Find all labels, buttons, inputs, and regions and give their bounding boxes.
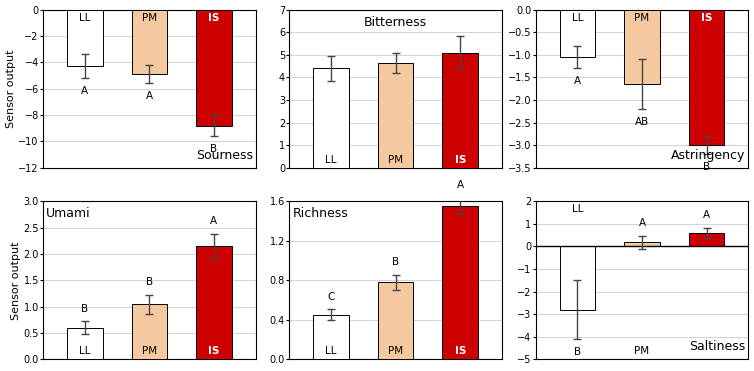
Bar [559, 246, 595, 310]
Text: LL: LL [326, 155, 337, 165]
Text: Umami: Umami [46, 207, 90, 220]
Bar [196, 10, 231, 126]
Text: LL: LL [79, 346, 90, 356]
Text: B: B [81, 303, 88, 313]
Text: IS: IS [455, 346, 466, 356]
Text: IS: IS [700, 346, 713, 356]
Text: Sourness: Sourness [196, 148, 253, 161]
Text: Richness: Richness [293, 207, 348, 220]
Bar [688, 233, 725, 246]
Text: Bitterness: Bitterness [364, 16, 428, 29]
Bar [624, 242, 660, 246]
Bar [314, 68, 349, 168]
Text: IS: IS [208, 13, 219, 23]
Bar [688, 10, 725, 145]
Text: PM: PM [142, 346, 157, 356]
Y-axis label: Sensor output: Sensor output [11, 241, 20, 319]
Text: C: C [327, 292, 335, 302]
Bar [132, 10, 167, 74]
Text: PM: PM [388, 155, 403, 165]
Text: PM: PM [388, 346, 403, 356]
Bar [443, 53, 478, 168]
Text: AB: AB [635, 117, 649, 127]
Text: LL: LL [326, 346, 337, 356]
Text: A: A [457, 180, 464, 190]
Text: B: B [210, 144, 218, 154]
Bar [624, 10, 660, 84]
Bar [67, 10, 103, 66]
Bar [378, 63, 413, 168]
Text: A: A [210, 216, 218, 226]
Text: PM: PM [634, 13, 649, 23]
Text: A: A [146, 91, 153, 101]
Text: IS: IS [208, 346, 219, 356]
Text: IS: IS [455, 155, 466, 165]
Bar [559, 10, 595, 57]
Text: PM: PM [634, 346, 649, 356]
Text: B: B [392, 257, 400, 267]
Text: Saltiness: Saltiness [689, 340, 745, 353]
Y-axis label: Sensor output: Sensor output [5, 49, 16, 128]
Text: LL: LL [572, 204, 583, 214]
Bar [378, 282, 413, 359]
Bar [67, 328, 103, 359]
Text: B: B [574, 347, 581, 357]
Bar [196, 246, 231, 359]
Text: LL: LL [79, 13, 90, 23]
Text: IS: IS [700, 13, 713, 23]
Text: PM: PM [142, 13, 157, 23]
Bar [443, 206, 478, 359]
Text: A: A [639, 218, 645, 228]
Text: B: B [146, 277, 153, 287]
Text: A: A [574, 76, 581, 86]
Text: LL: LL [572, 13, 583, 23]
Text: Astringency: Astringency [671, 148, 745, 161]
Bar [132, 304, 167, 359]
Text: A: A [81, 86, 88, 96]
Bar [314, 315, 349, 359]
Text: B: B [703, 162, 710, 172]
Text: A: A [703, 210, 710, 220]
